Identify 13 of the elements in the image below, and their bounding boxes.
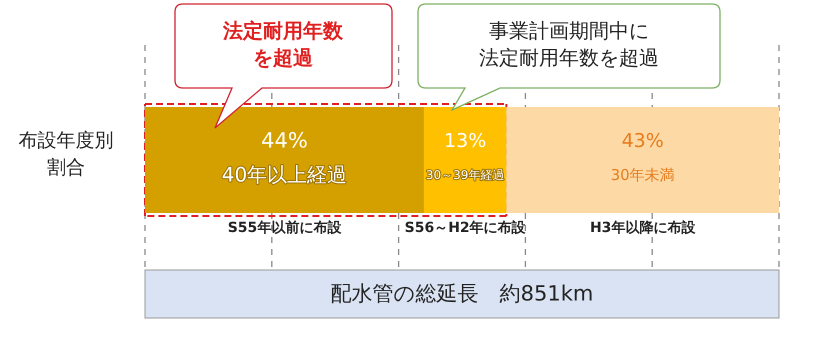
- data-label: 44%: [261, 128, 308, 153]
- text: 配水管の総延長 約851km: [330, 282, 594, 306]
- data-label: 13%: [444, 130, 486, 152]
- text: S56～H2年に布設: [404, 220, 527, 236]
- text: H3年以降に布設: [590, 220, 696, 236]
- text: 事業計画期間中に法定耐用年数を超過: [479, 18, 659, 70]
- data-label: 43%: [622, 130, 664, 152]
- y-tick-label: 布設年度別割合: [18, 130, 114, 179]
- text: S55年以前に布設: [228, 220, 342, 236]
- series-label: 40年以上経過: [222, 162, 348, 186]
- series-label: 30～39年経過: [426, 168, 504, 182]
- text: 法定耐用年数を超過: [222, 18, 344, 70]
- series-label: 30年未満: [610, 166, 675, 184]
